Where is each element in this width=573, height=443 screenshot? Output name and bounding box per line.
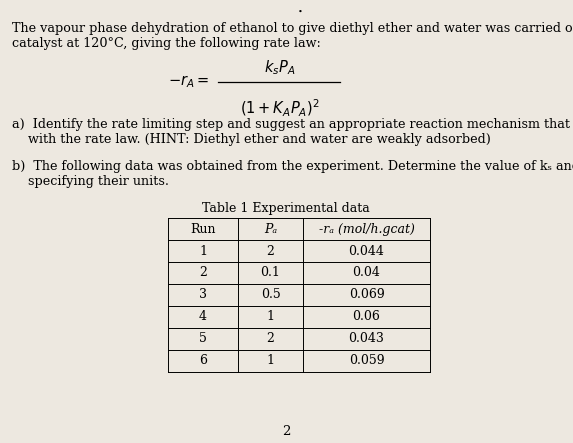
Text: 0.043: 0.043 (348, 333, 384, 346)
Text: 5: 5 (199, 333, 207, 346)
Text: Pₐ: Pₐ (264, 222, 277, 236)
Text: 2: 2 (266, 245, 274, 257)
Text: a)  Identify the rate limiting step and suggest an appropriate reaction mechanis: a) Identify the rate limiting step and s… (12, 118, 573, 131)
Text: 4: 4 (199, 311, 207, 323)
Text: 2: 2 (266, 333, 274, 346)
Text: •: • (297, 8, 303, 16)
Text: b)  The following data was obtained from the experiment. Determine the value of : b) The following data was obtained from … (12, 160, 573, 173)
Text: 1: 1 (266, 354, 274, 368)
Text: $(1+K_A P_A)^2$: $(1+K_A P_A)^2$ (240, 98, 320, 119)
Text: 1: 1 (266, 311, 274, 323)
Text: Table 1 Experimental data: Table 1 Experimental data (202, 202, 370, 215)
Text: 0.059: 0.059 (349, 354, 384, 368)
Text: The vapour phase dehydration of ethanol to give diethyl ether and water was carr: The vapour phase dehydration of ethanol … (12, 22, 573, 35)
Text: with the rate law. (HINT: Diethyl ether and water are weakly adsorbed): with the rate law. (HINT: Diethyl ether … (12, 133, 491, 146)
Text: 0.5: 0.5 (261, 288, 280, 302)
Text: 1: 1 (199, 245, 207, 257)
Text: 6: 6 (199, 354, 207, 368)
Text: catalyst at 120°C, giving the following rate law:: catalyst at 120°C, giving the following … (12, 37, 321, 50)
Text: $k_s P_A$: $k_s P_A$ (264, 58, 296, 78)
Text: specifying their units.: specifying their units. (12, 175, 169, 188)
Text: 0.044: 0.044 (348, 245, 384, 257)
Text: 2: 2 (282, 425, 290, 438)
Text: 0.069: 0.069 (348, 288, 384, 302)
Text: 0.06: 0.06 (352, 311, 380, 323)
Text: 2: 2 (199, 267, 207, 280)
Text: 3: 3 (199, 288, 207, 302)
Text: -rₐ (mol/h.gcat): -rₐ (mol/h.gcat) (319, 222, 414, 236)
Text: Run: Run (190, 222, 216, 236)
Text: $-r_A=$: $-r_A=$ (168, 74, 209, 90)
Text: 0.04: 0.04 (352, 267, 380, 280)
Text: 0.1: 0.1 (261, 267, 280, 280)
